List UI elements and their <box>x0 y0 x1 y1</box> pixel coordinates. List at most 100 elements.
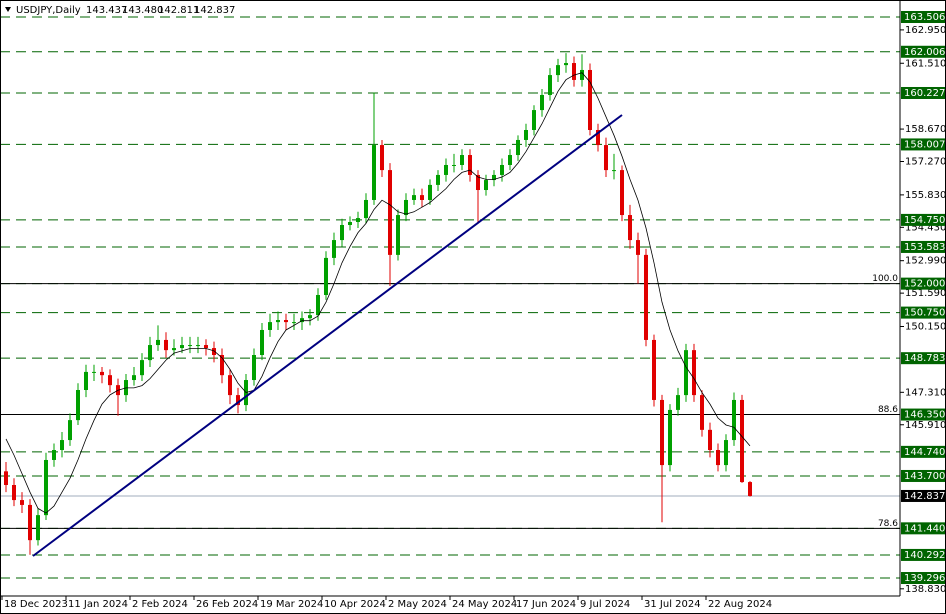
level-label: 148.783 <box>904 353 945 364</box>
level-box <box>901 86 945 99</box>
candle-body <box>228 375 232 396</box>
candle-body <box>476 174 480 191</box>
candle-body <box>380 145 384 171</box>
candle-body <box>52 450 56 460</box>
y-tick-label: 161.510 <box>905 58 946 69</box>
candle-body <box>340 225 344 241</box>
candle-body <box>572 63 576 80</box>
last-price-box <box>901 489 945 502</box>
candle-body <box>60 440 64 451</box>
candle-body <box>532 110 536 130</box>
y-tick-label: 138.830 <box>905 584 946 595</box>
candle-body <box>316 294 320 316</box>
candle-body <box>436 174 440 185</box>
level-label: 141.440 <box>904 523 945 534</box>
plot-area <box>0 16 900 579</box>
candle-body <box>260 329 264 356</box>
candle-body <box>308 315 312 319</box>
x-tick-label: 2 Feb 2024 <box>132 599 188 610</box>
candle-body <box>620 170 624 216</box>
level-label: 162.006 <box>904 47 945 58</box>
candle-body <box>684 350 688 396</box>
level-label: 158.007 <box>904 139 945 150</box>
candle-body <box>92 371 96 373</box>
candle-body <box>612 170 616 172</box>
candle-body <box>332 240 336 258</box>
candle-body <box>580 69 584 80</box>
candle-body <box>252 355 256 381</box>
candle-body <box>236 395 240 406</box>
header: USDJPY,Daily 143.437 143.480 142.811 142… <box>5 5 235 16</box>
candle-body <box>4 471 8 486</box>
candle-body <box>692 350 696 396</box>
candle-body <box>12 485 16 501</box>
candle-body <box>84 371 88 390</box>
y-tick-label: 147.310 <box>905 387 946 398</box>
candle-body <box>708 429 712 451</box>
candle-body <box>516 139 520 156</box>
candle-body <box>492 174 496 181</box>
y-tick-label: 158.670 <box>905 124 946 135</box>
candle-body <box>180 345 184 349</box>
level-box <box>901 548 945 561</box>
symbol: USDJPY,Daily <box>16 5 81 16</box>
candle-body <box>364 199 368 219</box>
level-box <box>901 45 945 58</box>
candle-body <box>68 420 72 441</box>
candle-body <box>220 355 224 376</box>
candle-body <box>404 199 408 216</box>
level-box <box>901 572 945 585</box>
candle-body <box>188 345 192 347</box>
candle-body <box>36 515 40 541</box>
candle-body <box>164 339 168 351</box>
candle-body <box>108 375 112 386</box>
candle-body <box>140 360 144 376</box>
candle-body <box>348 221 352 226</box>
candle-body <box>204 345 208 349</box>
candle-body <box>748 482 752 496</box>
header-arrow <box>5 7 11 12</box>
candle-body <box>660 399 664 466</box>
header-open: 143.437 <box>86 5 127 16</box>
y-tick-label: 155.830 <box>905 190 946 201</box>
candle-body <box>420 195 424 200</box>
x-tick-label: 26 Feb 2024 <box>196 599 258 610</box>
x-tick-label: 9 Jul 2024 <box>580 599 630 610</box>
y-tick-label: 162.950 <box>905 25 946 36</box>
candle-body <box>524 129 528 140</box>
candle-body <box>212 348 216 356</box>
y-tick-label: 151.590 <box>905 288 946 299</box>
y-tick-label: 145.910 <box>905 420 946 431</box>
level-box <box>901 522 945 535</box>
candle-body <box>20 500 24 505</box>
candle-body <box>724 440 728 466</box>
candle-body <box>388 170 392 255</box>
level-box <box>901 469 945 482</box>
candle-body <box>132 375 136 381</box>
x-tick-label: 17 Jun 2024 <box>516 599 576 610</box>
level-box <box>901 306 945 319</box>
level-label: 144.740 <box>904 447 945 458</box>
candle-body <box>604 145 608 171</box>
candle-body <box>460 155 464 165</box>
candle-body <box>484 180 488 191</box>
candle-body <box>468 155 472 175</box>
candle-body <box>76 389 80 421</box>
candle-body <box>292 322 296 324</box>
candle-body <box>324 257 328 295</box>
candle-body <box>396 215 400 255</box>
x-tick-label: 2 May 2024 <box>388 599 447 610</box>
level-label: 139.296 <box>904 573 945 584</box>
level-label: 150.750 <box>904 308 945 319</box>
fib-label: 100.0 <box>872 274 898 284</box>
level-box <box>901 138 945 151</box>
candle-body <box>276 320 280 323</box>
candle-body <box>44 459 48 516</box>
level-label: 140.292 <box>904 550 945 561</box>
candle-body <box>148 345 152 361</box>
candle-body <box>652 339 656 400</box>
level-box <box>901 240 945 253</box>
x-tick-label: 10 Apr 2024 <box>324 599 386 610</box>
candle-body <box>548 75 552 96</box>
candle-body <box>636 240 640 255</box>
